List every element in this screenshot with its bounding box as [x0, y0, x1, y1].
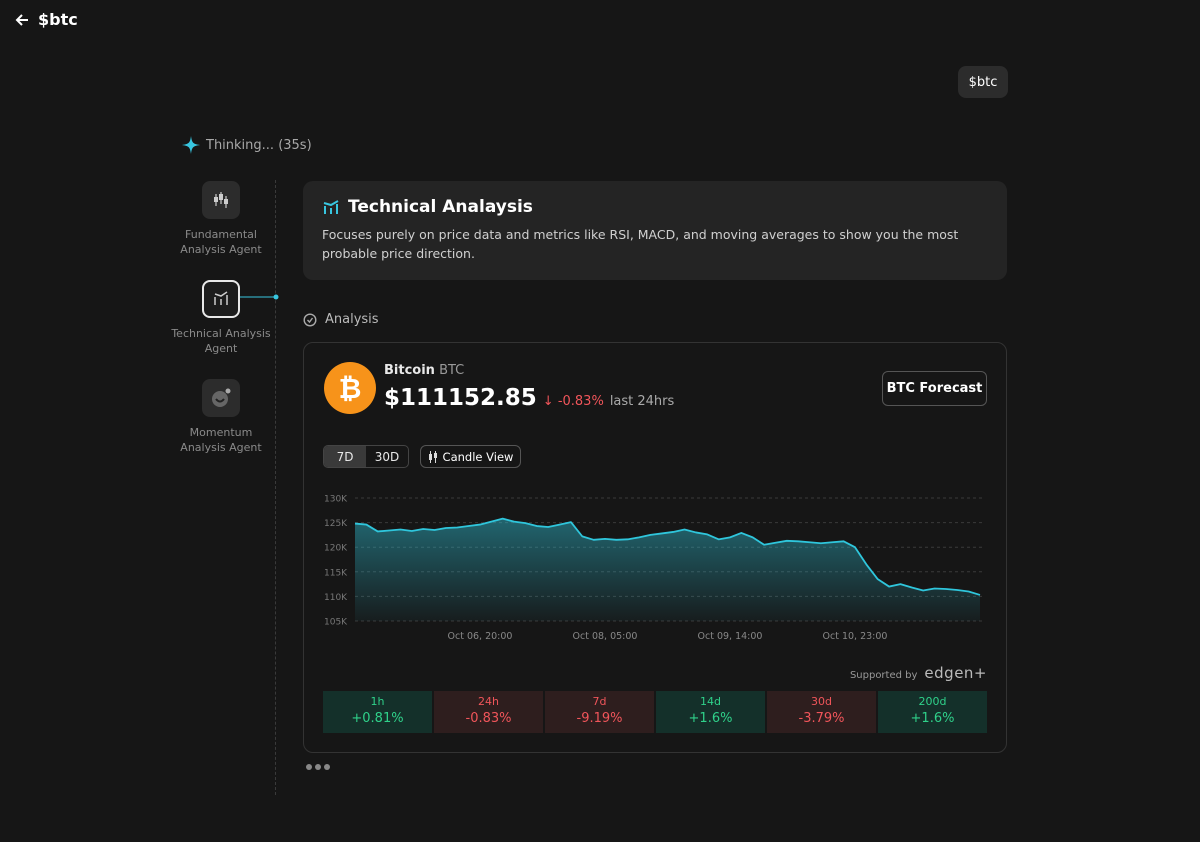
change: +1.6%: [910, 711, 955, 726]
period: 200d: [918, 695, 947, 708]
svg-text:₿: ₿: [339, 372, 362, 405]
performance-cell: 200d +1.6%: [878, 691, 987, 733]
performance-cell: 7d -9.19%: [545, 691, 654, 733]
period: 14d: [700, 695, 721, 708]
brand: edgen+: [924, 664, 987, 682]
agent[interactable]: Fundamental Analysis Agent: [171, 181, 271, 257]
agent-label: Momentum Analysis Agent: [180, 426, 262, 454]
user-message: $btc: [958, 66, 1008, 98]
panel: Technical Analaysis Focuses purely on pr…: [303, 181, 1007, 280]
coin-logo: ₿: [324, 362, 376, 414]
performance-cell: 14d +1.6%: [656, 691, 765, 733]
coin-card: [303, 342, 1007, 753]
check-icon: [303, 312, 317, 327]
period: 7d: [592, 695, 607, 708]
back-icon[interactable]: [14, 12, 30, 28]
coin-symbol: BTC: [439, 363, 465, 378]
candle-icon: [428, 450, 437, 463]
agent[interactable]: Technical Analysis Agent: [171, 280, 271, 356]
coin-title: Bitcoin BTC: [384, 363, 464, 378]
analysis-label: Analysis: [325, 312, 379, 327]
forecast-button[interactable]: BTC Forecast: [882, 371, 987, 406]
change: -9.19%: [576, 711, 623, 726]
performance-cell: 1h +0.81%: [323, 691, 432, 733]
agent-icon: [214, 192, 228, 208]
header: $btc: [14, 10, 78, 29]
status: Thinking... (35s): [182, 136, 312, 154]
candle-view-button[interactable]: Candle View: [420, 445, 521, 468]
agent-label: Technical Analysis Agent: [171, 327, 271, 355]
price-change: ↓ -0.83%: [542, 394, 604, 409]
change: +0.81%: [351, 711, 404, 726]
more-dots[interactable]: [305, 762, 335, 772]
change-period: last 24hrs: [609, 394, 675, 409]
supported-by: Supported by: [849, 670, 918, 681]
agent[interactable]: Momentum Analysis Agent: [171, 379, 271, 455]
status-text: Thinking... (35s): [206, 137, 312, 153]
analysis-heading: Analysis: [303, 312, 379, 327]
timeline: [275, 180, 276, 795]
range-tabs: 7D 30D: [323, 445, 409, 468]
change: -0.83%: [465, 711, 512, 726]
performance-cell: 24h -0.83%: [434, 691, 543, 733]
coin-name: Bitcoin: [384, 363, 435, 378]
period: 24h: [478, 695, 499, 708]
price-row: $111152.85 ↓ -0.83% last 24hrs: [384, 385, 674, 411]
panel-title: Technical Analaysis: [348, 197, 533, 217]
panel-description: Focuses purely on price data and metrics…: [322, 227, 959, 261]
spark-icon: [182, 136, 200, 154]
period: 30d: [811, 695, 832, 708]
tab[interactable]: 30D: [374, 449, 400, 464]
attribution: Supported by edgen+: [840, 664, 987, 682]
panel-icon: [323, 200, 339, 214]
connector: [240, 294, 279, 300]
tab[interactable]: 7D: [324, 446, 366, 467]
change: -3.79%: [798, 711, 845, 726]
change: +1.6%: [688, 711, 733, 726]
price-change-value: -0.83%: [557, 394, 604, 409]
agent-icon: [212, 388, 231, 407]
performance-cell: 30d -3.79%: [767, 691, 876, 733]
header-title: $btc: [38, 10, 78, 29]
period: 1h: [370, 695, 385, 708]
agent-label: Fundamental Analysis Agent: [180, 228, 262, 256]
price: $111152.85: [384, 385, 537, 411]
candle-view-label: Candle View: [442, 449, 514, 464]
agent-icon: [214, 291, 228, 305]
